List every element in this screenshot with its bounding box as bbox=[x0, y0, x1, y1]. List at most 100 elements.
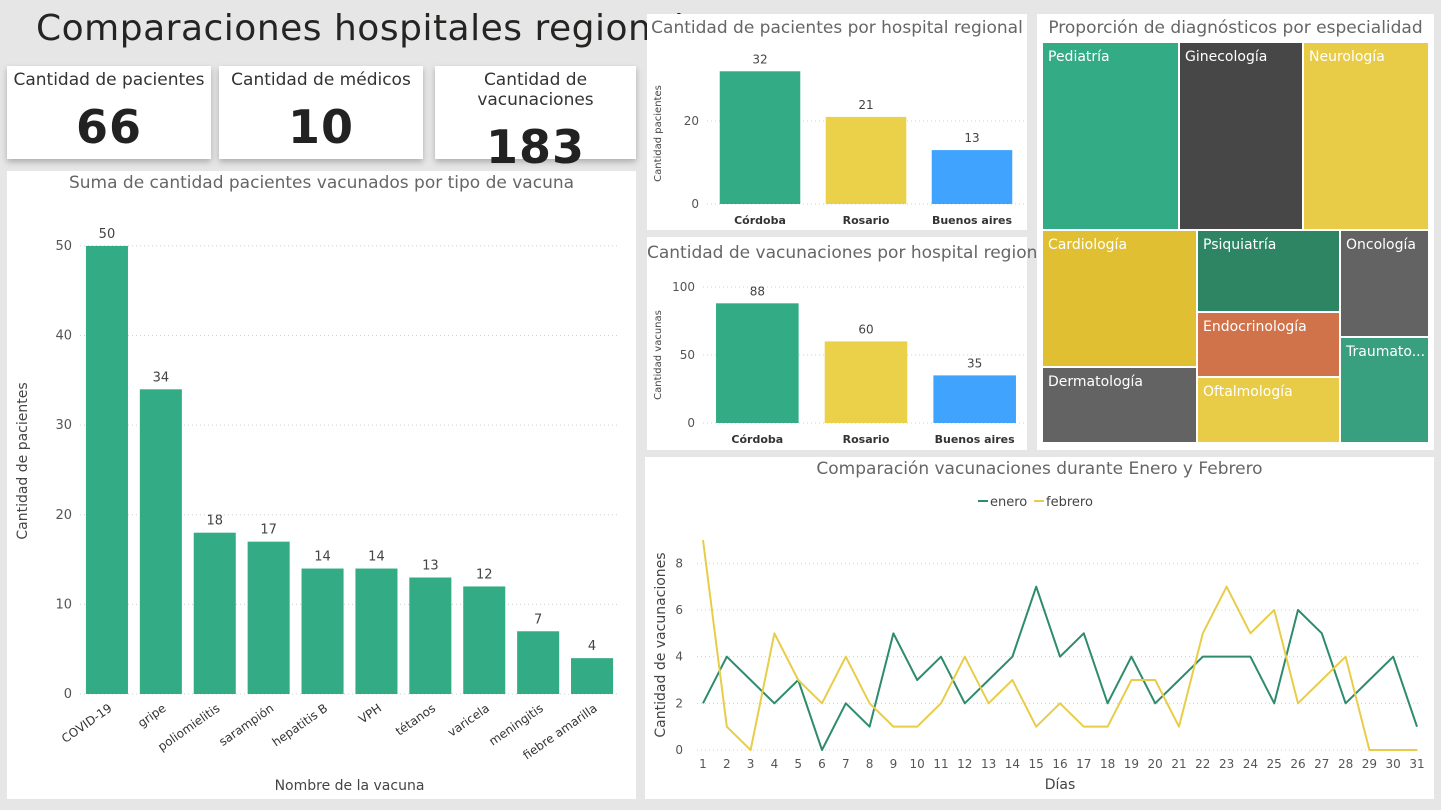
x-tick-label: 4 bbox=[771, 757, 779, 771]
x-tick-label: 12 bbox=[957, 757, 972, 771]
bar bbox=[193, 532, 236, 694]
treemap-cell-label: Traumato... bbox=[1346, 344, 1426, 360]
treemap-cell[interactable]: Oncología bbox=[1340, 230, 1429, 337]
treemap-cell-label: Oftalmología bbox=[1203, 384, 1293, 400]
vaccines-chart-panel[interactable]: Suma de cantidad pacientes vacunados por… bbox=[7, 171, 636, 799]
x-tick-label: 6 bbox=[818, 757, 826, 771]
bar bbox=[301, 568, 344, 694]
y-tick-label: 8 bbox=[675, 556, 683, 570]
treemap-cell-label: Endocrinología bbox=[1203, 319, 1307, 335]
data-label: 21 bbox=[858, 98, 873, 112]
series-line bbox=[702, 539, 1417, 751]
treemap-cell-label: Ginecología bbox=[1185, 49, 1268, 65]
treemap-cell-label: Psiquiatría bbox=[1203, 237, 1277, 253]
bar bbox=[409, 577, 452, 694]
x-tick-label: 7 bbox=[842, 757, 850, 771]
vaccines-chart-title: Suma de cantidad pacientes vacunados por… bbox=[68, 173, 575, 193]
y-tick-label: 0 bbox=[64, 687, 72, 702]
diagnoses-treemap: Pediatría Ginecología Neurología Cardiologí… bbox=[1037, 14, 1434, 450]
treemap-cell-label: Pediatría bbox=[1048, 49, 1110, 65]
vaccinations-chart-title: Cantidad de vacunaciones por hospital re… bbox=[647, 243, 1053, 263]
y-tick-label: 30 bbox=[55, 418, 72, 433]
x-tick-label: 30 bbox=[1386, 757, 1401, 771]
x-tick-label: Buenos aires bbox=[932, 214, 1013, 227]
x-tick-label: tétanos bbox=[393, 701, 438, 738]
x-tick-label: Buenos aires bbox=[935, 433, 1016, 446]
x-tick-label: 22 bbox=[1195, 757, 1210, 771]
data-label: 13 bbox=[422, 559, 439, 574]
treemap-cell[interactable]: Oftalmología bbox=[1197, 377, 1340, 443]
treemap-cell[interactable]: Cardiología bbox=[1042, 230, 1197, 367]
y-axis-title: Cantidad pacientes bbox=[653, 85, 664, 182]
bar bbox=[355, 568, 398, 694]
y-axis-title: Cantidad de pacientes bbox=[15, 382, 31, 539]
bar bbox=[825, 116, 907, 204]
treemap-cell[interactable]: Traumato... bbox=[1340, 337, 1429, 443]
bar bbox=[824, 341, 908, 423]
x-tick-label: 16 bbox=[1052, 757, 1067, 771]
x-tick-label: 2 bbox=[723, 757, 731, 771]
x-tick-label: 3 bbox=[747, 757, 755, 771]
data-label: 12 bbox=[476, 567, 493, 582]
bar bbox=[933, 375, 1016, 423]
x-tick-label: 1 bbox=[699, 757, 707, 771]
monthly-chart-title: Comparación vacunaciones durante Enero y… bbox=[816, 459, 1263, 479]
x-tick-label: COVID-19 bbox=[59, 701, 115, 746]
data-label: 17 bbox=[260, 523, 277, 538]
card-patients-label: Cantidad de pacientes bbox=[13, 70, 205, 90]
bar bbox=[571, 658, 614, 694]
y-tick-label: 100 bbox=[672, 280, 695, 294]
data-label: 50 bbox=[99, 227, 116, 242]
x-tick-label: hepatitis B bbox=[270, 701, 331, 749]
x-tick-label: 20 bbox=[1148, 757, 1163, 771]
patients-chart-panel[interactable]: Cantidad de pacientes por hospital regio… bbox=[647, 14, 1027, 230]
card-vaccinations-label: Cantidad de vacunaciones bbox=[477, 70, 594, 110]
treemap-cell-label: Cardiología bbox=[1048, 237, 1128, 253]
treemap-cell[interactable]: Neurología bbox=[1303, 42, 1429, 230]
monthly-chart-panel[interactable]: Comparación vacunaciones durante Enero y… bbox=[645, 457, 1434, 799]
legend-label: febrero bbox=[1046, 495, 1093, 510]
y-tick-label: 0 bbox=[687, 416, 695, 430]
x-tick-label: 21 bbox=[1171, 757, 1186, 771]
x-tick-label: 10 bbox=[910, 757, 925, 771]
vaccines-chart: 0102030405050COVID-1934gripe18poliomieli… bbox=[15, 227, 619, 794]
card-patients[interactable]: Cantidad de pacientes 66 bbox=[7, 66, 211, 159]
treemap-cell[interactable]: Ginecología bbox=[1179, 42, 1303, 230]
x-tick-label: 27 bbox=[1314, 757, 1329, 771]
diagnoses-treemap-panel[interactable]: Proporción de diagnósticos por especiali… bbox=[1037, 14, 1434, 450]
data-label: 18 bbox=[206, 514, 223, 529]
treemap-cell[interactable]: Endocrinología bbox=[1197, 312, 1340, 377]
legend-label: enero bbox=[990, 495, 1027, 510]
y-tick-label: 40 bbox=[55, 329, 72, 344]
y-axis-title: Cantidad de vacunaciones bbox=[653, 552, 669, 737]
x-tick-label: Córdoba bbox=[734, 214, 786, 227]
vaccinations-chart: 0 50 100 88 Córdoba 60 Rosario 35 Buenos aires Ca… bbox=[653, 280, 1027, 446]
y-axis-title: Cantidad vacunas bbox=[653, 310, 664, 400]
y-tick-label: 0 bbox=[675, 743, 683, 757]
series-line bbox=[702, 585, 1418, 751]
y-tick-label: 4 bbox=[675, 650, 683, 664]
y-tick-label: 20 bbox=[684, 114, 699, 128]
card-vaccinations[interactable]: Cantidad de vacunaciones 183 bbox=[435, 66, 636, 174]
x-axis-title: Nombre de la vacuna bbox=[275, 778, 425, 794]
x-tick-label: 24 bbox=[1243, 757, 1258, 771]
bar bbox=[517, 631, 560, 694]
x-tick-label: varicela bbox=[445, 701, 492, 740]
x-tick-label: 11 bbox=[933, 757, 948, 771]
treemap-cell[interactable]: Pediatría bbox=[1042, 42, 1179, 230]
data-label: 13 bbox=[964, 131, 979, 145]
treemap-cell[interactable]: Dermatología bbox=[1042, 367, 1197, 443]
card-doctors-label: Cantidad de médicos bbox=[231, 70, 411, 90]
treemap-cell-label: Neurología bbox=[1309, 49, 1385, 65]
x-tick-label: 5 bbox=[794, 757, 802, 771]
x-tick-label: 28 bbox=[1338, 757, 1353, 771]
bar bbox=[719, 71, 801, 204]
x-tick-label: 29 bbox=[1362, 757, 1377, 771]
y-tick-label: 10 bbox=[55, 597, 72, 612]
x-tick-label: 14 bbox=[1005, 757, 1020, 771]
treemap-cell[interactable]: Psiquiatría bbox=[1197, 230, 1340, 312]
card-doctors[interactable]: Cantidad de médicos 10 bbox=[219, 66, 423, 159]
vaccinations-chart-panel[interactable]: Cantidad de vacunaciones por hospital re… bbox=[647, 237, 1053, 450]
data-label: 14 bbox=[368, 550, 385, 565]
